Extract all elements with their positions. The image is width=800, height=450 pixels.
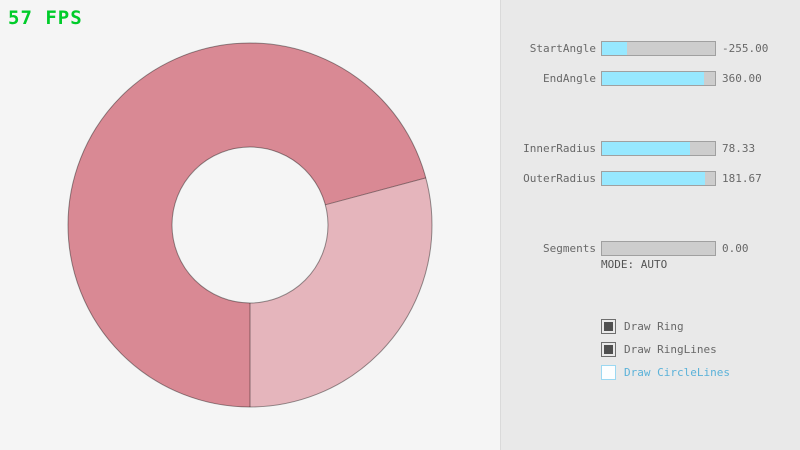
ring-outline-inner (171, 146, 329, 304)
slider-row-innerradius: InnerRadius 78.33 (501, 140, 800, 156)
checkbox-row-draw-ringlines: Draw RingLines (601, 341, 717, 357)
slider-row-segments: Segments 0.00 (501, 240, 800, 256)
slider-track-outerradius[interactable] (601, 170, 716, 186)
mode-label: MODE: AUTO (601, 258, 668, 271)
slider-value: 0.00 (722, 241, 749, 255)
slider-label: EndAngle (543, 71, 596, 85)
slider-label: InnerRadius (523, 141, 596, 155)
ring-sector-single-coverage (250, 177, 433, 407)
slider-row-outerradius: OuterRadius 181.67 (501, 170, 800, 186)
checkbox-row-draw-ring: Draw Ring (601, 318, 684, 334)
slider-track-segments[interactable] (601, 240, 716, 256)
fps-counter: 57 FPS (8, 7, 83, 29)
slider-value: 360.00 (722, 71, 762, 85)
slider-fill (602, 141, 691, 155)
checkbox-draw-ringlines[interactable] (601, 341, 616, 357)
checkbox-draw-ring[interactable] (601, 318, 616, 334)
slider-track-innerradius[interactable] (601, 140, 716, 156)
checkbox-label: Draw Ring (624, 319, 684, 333)
slider-fill (602, 71, 704, 85)
checkbox-label: Draw RingLines (624, 342, 717, 356)
slider-fill (602, 41, 627, 55)
slider-value: -255.00 (722, 41, 769, 55)
slider-fill (602, 171, 705, 185)
slider-label: OuterRadius (523, 171, 596, 185)
slider-track-endangle[interactable] (601, 70, 716, 86)
ring-outline-outer (67, 42, 433, 408)
checkbox-draw-circlelines[interactable] (601, 364, 616, 380)
ring-canvas (67, 42, 433, 408)
ring-sector-double-coverage (68, 43, 426, 408)
slider-label: StartAngle (529, 41, 596, 55)
slider-value: 78.33 (722, 141, 756, 155)
checkbox-label: Draw CircleLines (624, 365, 730, 379)
slider-value: 181.67 (722, 171, 762, 185)
slider-row-endangle: EndAngle 360.00 (501, 70, 800, 86)
slider-row-startangle: StartAngle -255.00 (501, 40, 800, 56)
controls-panel: StartAngle -255.00 EndAngle 360.00 InnerRadi… (500, 0, 800, 450)
ring-radial-line-upper-right (325, 177, 426, 206)
checkbox-row-draw-circlelines: Draw CircleLines (601, 364, 730, 380)
slider-label: Segments (543, 241, 596, 255)
slider-track-startangle[interactable] (601, 40, 716, 56)
